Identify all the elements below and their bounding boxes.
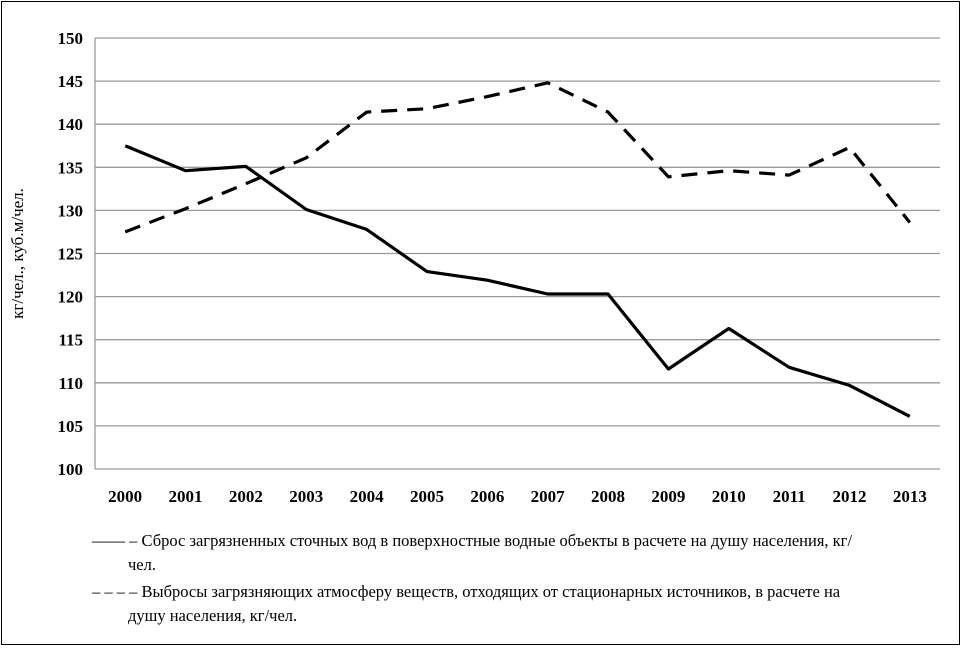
y-tick-label: 140	[58, 115, 84, 134]
y-tick-labels: 100 105 110 115 120 125 130 135 140 145 150	[58, 29, 84, 479]
x-tick-label: 2006	[470, 487, 504, 506]
y-tick-label: 125	[58, 245, 84, 264]
series-line-wastewater	[124, 144, 911, 418]
legend-dashed-line-icon: – – –	[92, 582, 125, 601]
x-tick-label: 2001	[169, 487, 203, 506]
legend-solid-text-cont: чел.	[128, 555, 156, 574]
legend-solid-line-icon: ——	[92, 531, 125, 550]
x-tick-label: 2003	[289, 487, 323, 506]
series-line-emissions	[124, 81, 912, 234]
x-tick-label: 2011	[773, 487, 806, 506]
y-tick-label: 110	[58, 374, 83, 393]
x-tick-label: 2008	[591, 487, 625, 506]
x-tick-label: 2000	[108, 487, 142, 506]
y-tick-label: 100	[58, 460, 84, 479]
y-tick-label: 105	[58, 417, 84, 436]
legend-dashed-text: – Выбросы загрязняющих атмосферу веществ…	[129, 582, 841, 601]
x-tick-label: 2004	[350, 487, 385, 506]
legend-item-dashed: – – – – Выбросы загрязняющих атмосферу в…	[92, 580, 952, 604]
x-tick-labels: 2000 2001 2002 2003 2004 2005 2006 2007 2008 2009…	[108, 487, 927, 506]
x-tick-label: 2012	[832, 487, 866, 506]
legend-solid-text: – Сброс загрязненных сточных вод в повер…	[129, 531, 853, 550]
legend-dashed-text-cont: душу населения, кг/чел.	[128, 606, 298, 625]
legend: —— – Сброс загрязненных сточных вод в по…	[92, 529, 952, 628]
legend-item-dashed-cont: душу населения, кг/чел.	[92, 604, 952, 628]
x-tick-label: 2005	[410, 487, 444, 506]
y-tick-label: 115	[58, 331, 83, 350]
grid-lines	[95, 37, 940, 470]
x-tick-label: 2010	[712, 487, 746, 506]
legend-item-solid: —— – Сброс загрязненных сточных вод в по…	[92, 529, 952, 553]
y-axis-label: кг/чел., куб.м/чел.	[8, 188, 27, 319]
x-tick-label: 2007	[531, 487, 566, 506]
x-tick-label: 2002	[229, 487, 263, 506]
legend-item-solid-cont: чел.	[92, 553, 952, 577]
y-tick-label: 135	[58, 158, 84, 177]
x-tick-label: 2013	[893, 487, 927, 506]
y-tick-label: 130	[58, 201, 84, 220]
y-tick-label: 150	[58, 29, 84, 48]
series-lines	[124, 81, 912, 418]
x-tick-label: 2009	[651, 487, 685, 506]
y-tick-label: 120	[58, 288, 84, 307]
y-tick-label: 145	[58, 72, 84, 91]
